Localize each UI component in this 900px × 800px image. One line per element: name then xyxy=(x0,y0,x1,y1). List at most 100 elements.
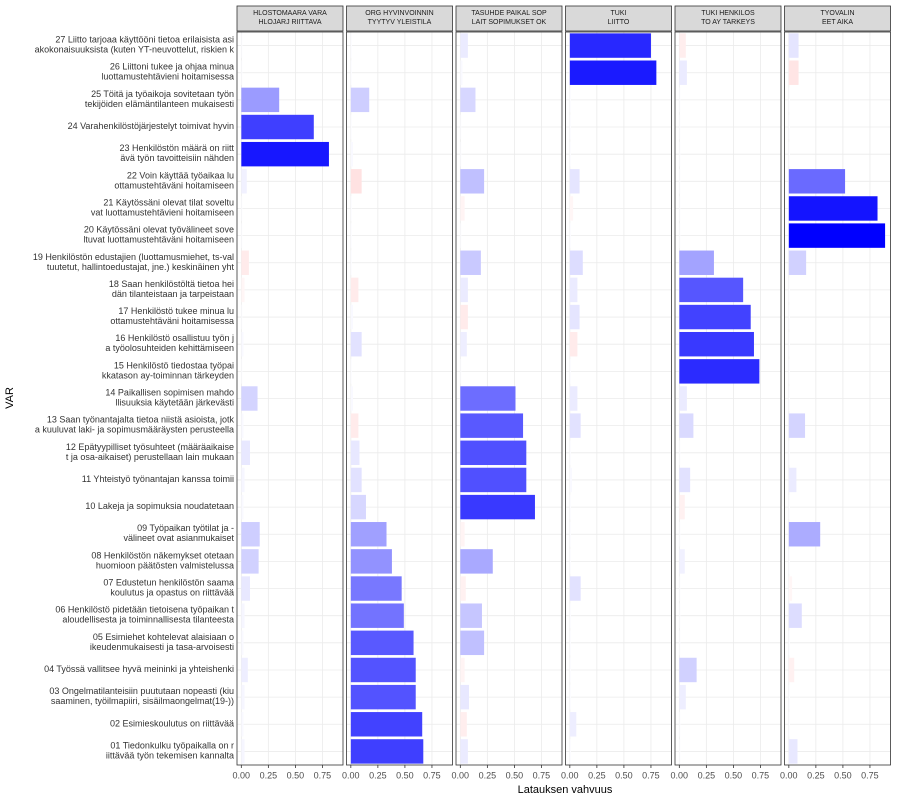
facet-title: TO AY TARKEYS xyxy=(701,19,755,26)
bar xyxy=(679,359,760,384)
category-label: 23 Henkilöstön määrä on riitt ävä työn ta… xyxy=(119,144,234,164)
facet-title: ORG HYVINVOINNIN xyxy=(365,10,433,17)
bar xyxy=(350,522,387,547)
x-tick-label: 0.25 xyxy=(369,770,387,780)
bar xyxy=(788,413,806,438)
category-label: 25 Töitä ja työaikoja sovitetaan työn tek… xyxy=(85,89,234,109)
bar xyxy=(788,331,790,357)
bar xyxy=(241,684,245,710)
category-label-line: välineet ovat asianmukaiset xyxy=(123,534,234,544)
bar xyxy=(350,603,404,628)
bar xyxy=(569,684,571,710)
category-label: 11 Yhteistyö työnantajan kanssa toimii xyxy=(82,474,234,484)
bar xyxy=(350,223,352,248)
bar xyxy=(241,549,259,574)
x-tick-label: 0.50 xyxy=(287,770,305,780)
x-tick-label: 0.00 xyxy=(342,770,360,780)
x-tick-label: 0.50 xyxy=(506,770,524,780)
x-tick-label: 0.75 xyxy=(314,770,332,780)
bar xyxy=(241,277,245,303)
category-label-line: akokonaisuuksista (kuten YT-neuvottelut,… xyxy=(35,45,235,55)
category-label-line: 02 Esimieskoulutus on riittävää xyxy=(110,719,234,729)
x-tick-label: 0.25 xyxy=(588,770,606,780)
category-label-line: ottamustehtäväni hoitamiseen xyxy=(114,181,234,191)
category-label: 27 Liitto tarjoaa käyttööni tietoa erila… xyxy=(35,35,235,55)
bar xyxy=(569,277,578,303)
bar xyxy=(679,304,751,330)
bar xyxy=(460,440,527,466)
bar xyxy=(460,522,465,547)
bar xyxy=(460,169,485,194)
bar xyxy=(241,739,245,764)
bar xyxy=(569,522,571,547)
bar xyxy=(241,250,249,275)
bar xyxy=(679,739,681,764)
category-label-line: ottamustehtäväni hoitamisessa xyxy=(110,316,234,326)
bar xyxy=(460,196,465,221)
category-label-line: saaminen, työilmapiiri, sisäilmaongelmat… xyxy=(51,697,234,707)
category-label-line: 03 Ongelmatilanteisiin puututaan nopeast… xyxy=(49,687,234,697)
bar xyxy=(788,684,790,710)
category-label-line: 20 Käytössäni olevat työvälineet sove xyxy=(84,225,234,235)
facet-strip xyxy=(784,5,891,32)
category-label-line: kkatason ay-toiminnan tärkeyden xyxy=(102,371,234,381)
facet-title: LAIT SOPIMUKSET OK xyxy=(472,19,547,26)
bar xyxy=(788,114,790,140)
bar xyxy=(241,440,250,466)
bar xyxy=(350,630,414,656)
bar xyxy=(241,60,243,85)
bar xyxy=(460,33,468,58)
bar xyxy=(788,359,790,384)
bar xyxy=(679,712,681,737)
bar xyxy=(788,277,790,303)
bar xyxy=(569,33,651,58)
bar xyxy=(569,440,571,466)
facet-title: TYYTYV YLEISTILA xyxy=(368,19,432,26)
bar xyxy=(679,522,681,547)
category-label: 19 Henkilöstön edustajien (luottamusmieh… xyxy=(33,252,235,272)
category-label: 07 Edustetun henkilöstön saama koulutus j… xyxy=(103,578,234,598)
bar xyxy=(788,549,790,574)
category-label-line: 11 Yhteistyö työnantajan kanssa toimii xyxy=(82,474,234,484)
bar xyxy=(788,712,790,737)
bar xyxy=(350,196,352,221)
bar xyxy=(679,657,697,683)
bar xyxy=(241,494,244,520)
facet-title: HLOJARJ RIITTAVA xyxy=(258,19,321,26)
bar xyxy=(788,87,790,113)
category-label-line: a kuuluvat laki- ja sopimusmääräysten pe… xyxy=(35,425,234,435)
bar xyxy=(788,630,790,656)
bar xyxy=(679,603,681,628)
category-label: 13 Saan työnantajalta tietoa niistä asio… xyxy=(35,415,235,435)
bar xyxy=(679,413,694,438)
category-label: 15 Henkilöstö tiedostaa työpai kkatason a… xyxy=(102,361,234,381)
panel-border xyxy=(346,31,453,766)
facet-title: TUKI HENKILOS xyxy=(701,10,755,17)
facet-title: TUKI xyxy=(611,10,627,17)
category-label-line: llisuuksia käytetään järkevästi xyxy=(115,398,234,408)
x-tick-label: 0.50 xyxy=(834,770,852,780)
bar xyxy=(569,87,571,113)
bar xyxy=(679,386,687,411)
bar xyxy=(460,386,516,411)
facet-strip xyxy=(346,5,453,32)
bar xyxy=(679,467,691,493)
bar xyxy=(460,712,467,737)
bar xyxy=(241,522,260,547)
category-label-line: koulutus ja opastus on riittävää xyxy=(110,588,234,598)
category-label: 10 Lakeja ja sopimuksia noudatetaan xyxy=(85,501,234,511)
x-tick-label: 0.75 xyxy=(861,770,879,780)
x-tick-label: 0.75 xyxy=(642,770,660,780)
facet-strip xyxy=(565,5,672,32)
bar xyxy=(569,386,578,411)
bar xyxy=(569,467,572,493)
category-label-line: ikeudenmukaisesti ja tasa-arvoisesti xyxy=(90,642,234,652)
facet-title: TYOVALIN xyxy=(820,10,854,17)
category-label-line: ltuvat luottamustehtäväni hoitamiseen xyxy=(83,235,234,245)
bar xyxy=(788,169,846,194)
panel-border xyxy=(674,31,782,766)
facet-title: HLOSTOMAARA VARA xyxy=(253,10,327,17)
bar xyxy=(350,549,392,574)
